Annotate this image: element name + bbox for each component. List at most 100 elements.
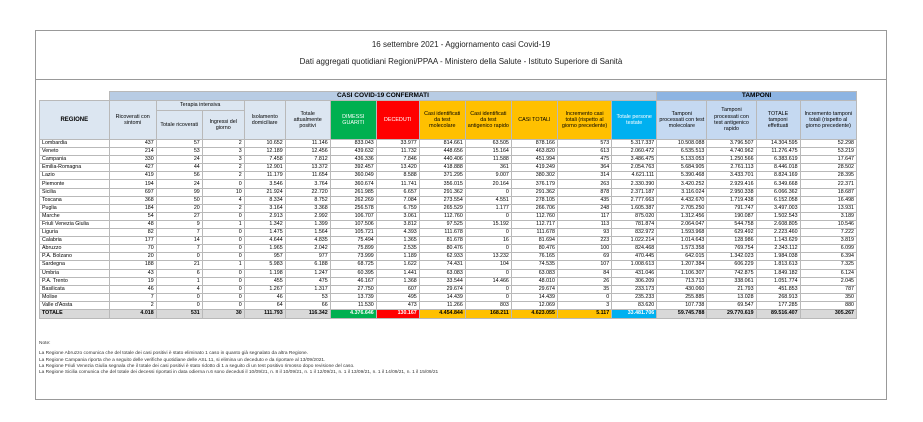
cell-value: 8.588 [375, 171, 420, 181]
cell-value: 6.535.513 [656, 147, 708, 157]
cell-value: 15.192 [464, 219, 512, 230]
region-name: Marche [39, 211, 110, 221]
report-header: 16 settembre 2021 - Aggiornamento casi C… [36, 31, 886, 80]
cell-value: 266.706 [510, 203, 558, 213]
cell-value: 11.741 [375, 179, 420, 189]
cell-value: 0 [201, 211, 245, 221]
cell-value: 3 [201, 155, 245, 165]
cell-value: 437 [108, 138, 157, 149]
cell-value: 3.486.475 [611, 155, 658, 165]
cell-value: 2.371.187 [611, 187, 658, 197]
data-row: Calabria 177 14 0 4.644 4.835 75.494 1.365 81.67… [39, 236, 858, 246]
cell-value: 11.732 [375, 147, 420, 157]
cell-value: 1.247 [284, 268, 331, 278]
cell-value: 63.083 [510, 268, 558, 278]
cell-value: 1.849.182 [755, 268, 801, 278]
data-row: Valle d'Aosta 2 0 0 64 66 11.530 473 11.266 803 12… [39, 300, 858, 310]
cell-value: 1.502.543 [755, 211, 801, 221]
cell-value: 63.505 [464, 138, 512, 149]
cell-value: 1.441 [375, 268, 420, 278]
cell-value: 81.678 [418, 236, 466, 246]
cell-value: 13.739 [329, 292, 377, 302]
cell-value: 17.647 [799, 155, 858, 165]
column-header: Incremento tamponi totali (rispetto al g… [799, 100, 858, 140]
cell-value: 54 [108, 211, 157, 221]
column-header: Ingressi del giorno [201, 110, 245, 140]
cell-value: 7.222 [799, 228, 858, 238]
cell-value: 1.368 [375, 276, 420, 286]
note-line: La Regione Sicilia comunica che del tota… [39, 370, 439, 376]
cell-value: 255.885 [656, 292, 708, 302]
cell-value: 13.232 [464, 252, 512, 262]
cell-value: 9 [155, 219, 203, 230]
region-name: Campania [39, 155, 110, 165]
cell-value: 24 [155, 179, 203, 189]
cell-value: 875.020 [611, 211, 658, 221]
cell-value: 184 [108, 203, 157, 213]
data-row: Piemonte 194 24 0 3.546 3.764 360.674 11.741 356… [39, 179, 858, 189]
cell-value: 6.124 [799, 268, 858, 278]
column-header: TOTALE tamponi effettuati [755, 100, 801, 140]
cell-value: 0 [464, 228, 512, 238]
cell-value: 43 [108, 268, 157, 278]
cell-value: 1 [201, 219, 245, 230]
cell-value: 833.043 [329, 138, 377, 149]
region-name: Valle d'Aosta [39, 300, 110, 310]
region-name: P.A. Bolzano [39, 252, 110, 262]
cell-value: 878.166 [510, 138, 558, 149]
cell-value: 3.368 [284, 203, 331, 213]
region-name: Sardegna [39, 260, 110, 270]
cell-value: 3 [556, 300, 613, 310]
cell-value: 111.793 [243, 308, 286, 319]
cell-value: 1.207.384 [656, 260, 708, 270]
cell-value: 11.276.475 [755, 147, 801, 157]
column-header: Casi identificati da test molecolare [418, 100, 466, 140]
cell-value: 46 [243, 292, 286, 302]
column-header: Tamponi processati con test molecolare [656, 100, 708, 140]
region-name: Umbria [39, 268, 110, 278]
region-name: Abruzzo [39, 244, 110, 254]
cell-value: 8.334 [243, 195, 286, 205]
data-row: Molise 7 0 0 46 53 13.739 495 14.439 0 14.439 0 235.… [39, 292, 858, 302]
cell-value: 3.812 [375, 219, 420, 230]
cell-value: 256.578 [329, 203, 377, 213]
cell-value: 1.984.038 [755, 252, 801, 262]
cell-value: 3.189 [799, 211, 858, 221]
cell-value: 81.694 [510, 236, 558, 246]
region-name: Toscana [39, 195, 110, 205]
cell-value: 495 [375, 292, 420, 302]
cell-value: 10.546 [799, 219, 858, 230]
cell-value: 5.117 [556, 308, 613, 319]
cell-value: 7.325 [799, 260, 858, 270]
cell-value: 463.820 [510, 147, 558, 157]
cell-value: 361 [464, 163, 512, 173]
cell-value: 11.179 [243, 171, 286, 181]
cell-value: 364 [556, 163, 613, 173]
cell-value: 26 [556, 276, 613, 286]
cell-value: 7 [155, 228, 203, 238]
cell-value: 376.179 [510, 179, 558, 189]
cell-value: 435 [556, 195, 613, 205]
cell-value: 29.674 [510, 284, 558, 294]
cell-value: 107.506 [329, 219, 377, 230]
cell-value: 7.812 [284, 155, 331, 165]
cell-value: 112.760 [418, 211, 466, 221]
data-row: Lazio 419 56 2 11.179 11.654 360.049 8.588 371.2… [39, 171, 858, 181]
group-header-row: CASI COVID-19 CONFERMATI TAMPONI [39, 91, 857, 101]
cell-value: 107.738 [656, 300, 708, 310]
cell-value: 371.295 [418, 171, 466, 181]
cell-value: 2 [201, 138, 245, 149]
cell-value: 190.087 [706, 211, 757, 221]
cell-value: 0 [155, 292, 203, 302]
cell-value: 440.406 [418, 155, 466, 165]
cell-value: 75.494 [329, 236, 377, 246]
cell-value: 66 [284, 300, 331, 310]
cell-value: 4.621.111 [611, 171, 658, 181]
cell-value: 7 [155, 244, 203, 254]
cell-value: 128.986 [706, 236, 757, 246]
cell-value: 1.312.456 [656, 211, 708, 221]
cell-value: 380.302 [510, 171, 558, 181]
cell-value: 305.267 [799, 308, 858, 319]
data-row: Abruzzo 70 7 0 1.965 2.042 75.899 2.535 80.476 0 8… [39, 244, 858, 254]
cell-value: 0 [464, 187, 512, 197]
